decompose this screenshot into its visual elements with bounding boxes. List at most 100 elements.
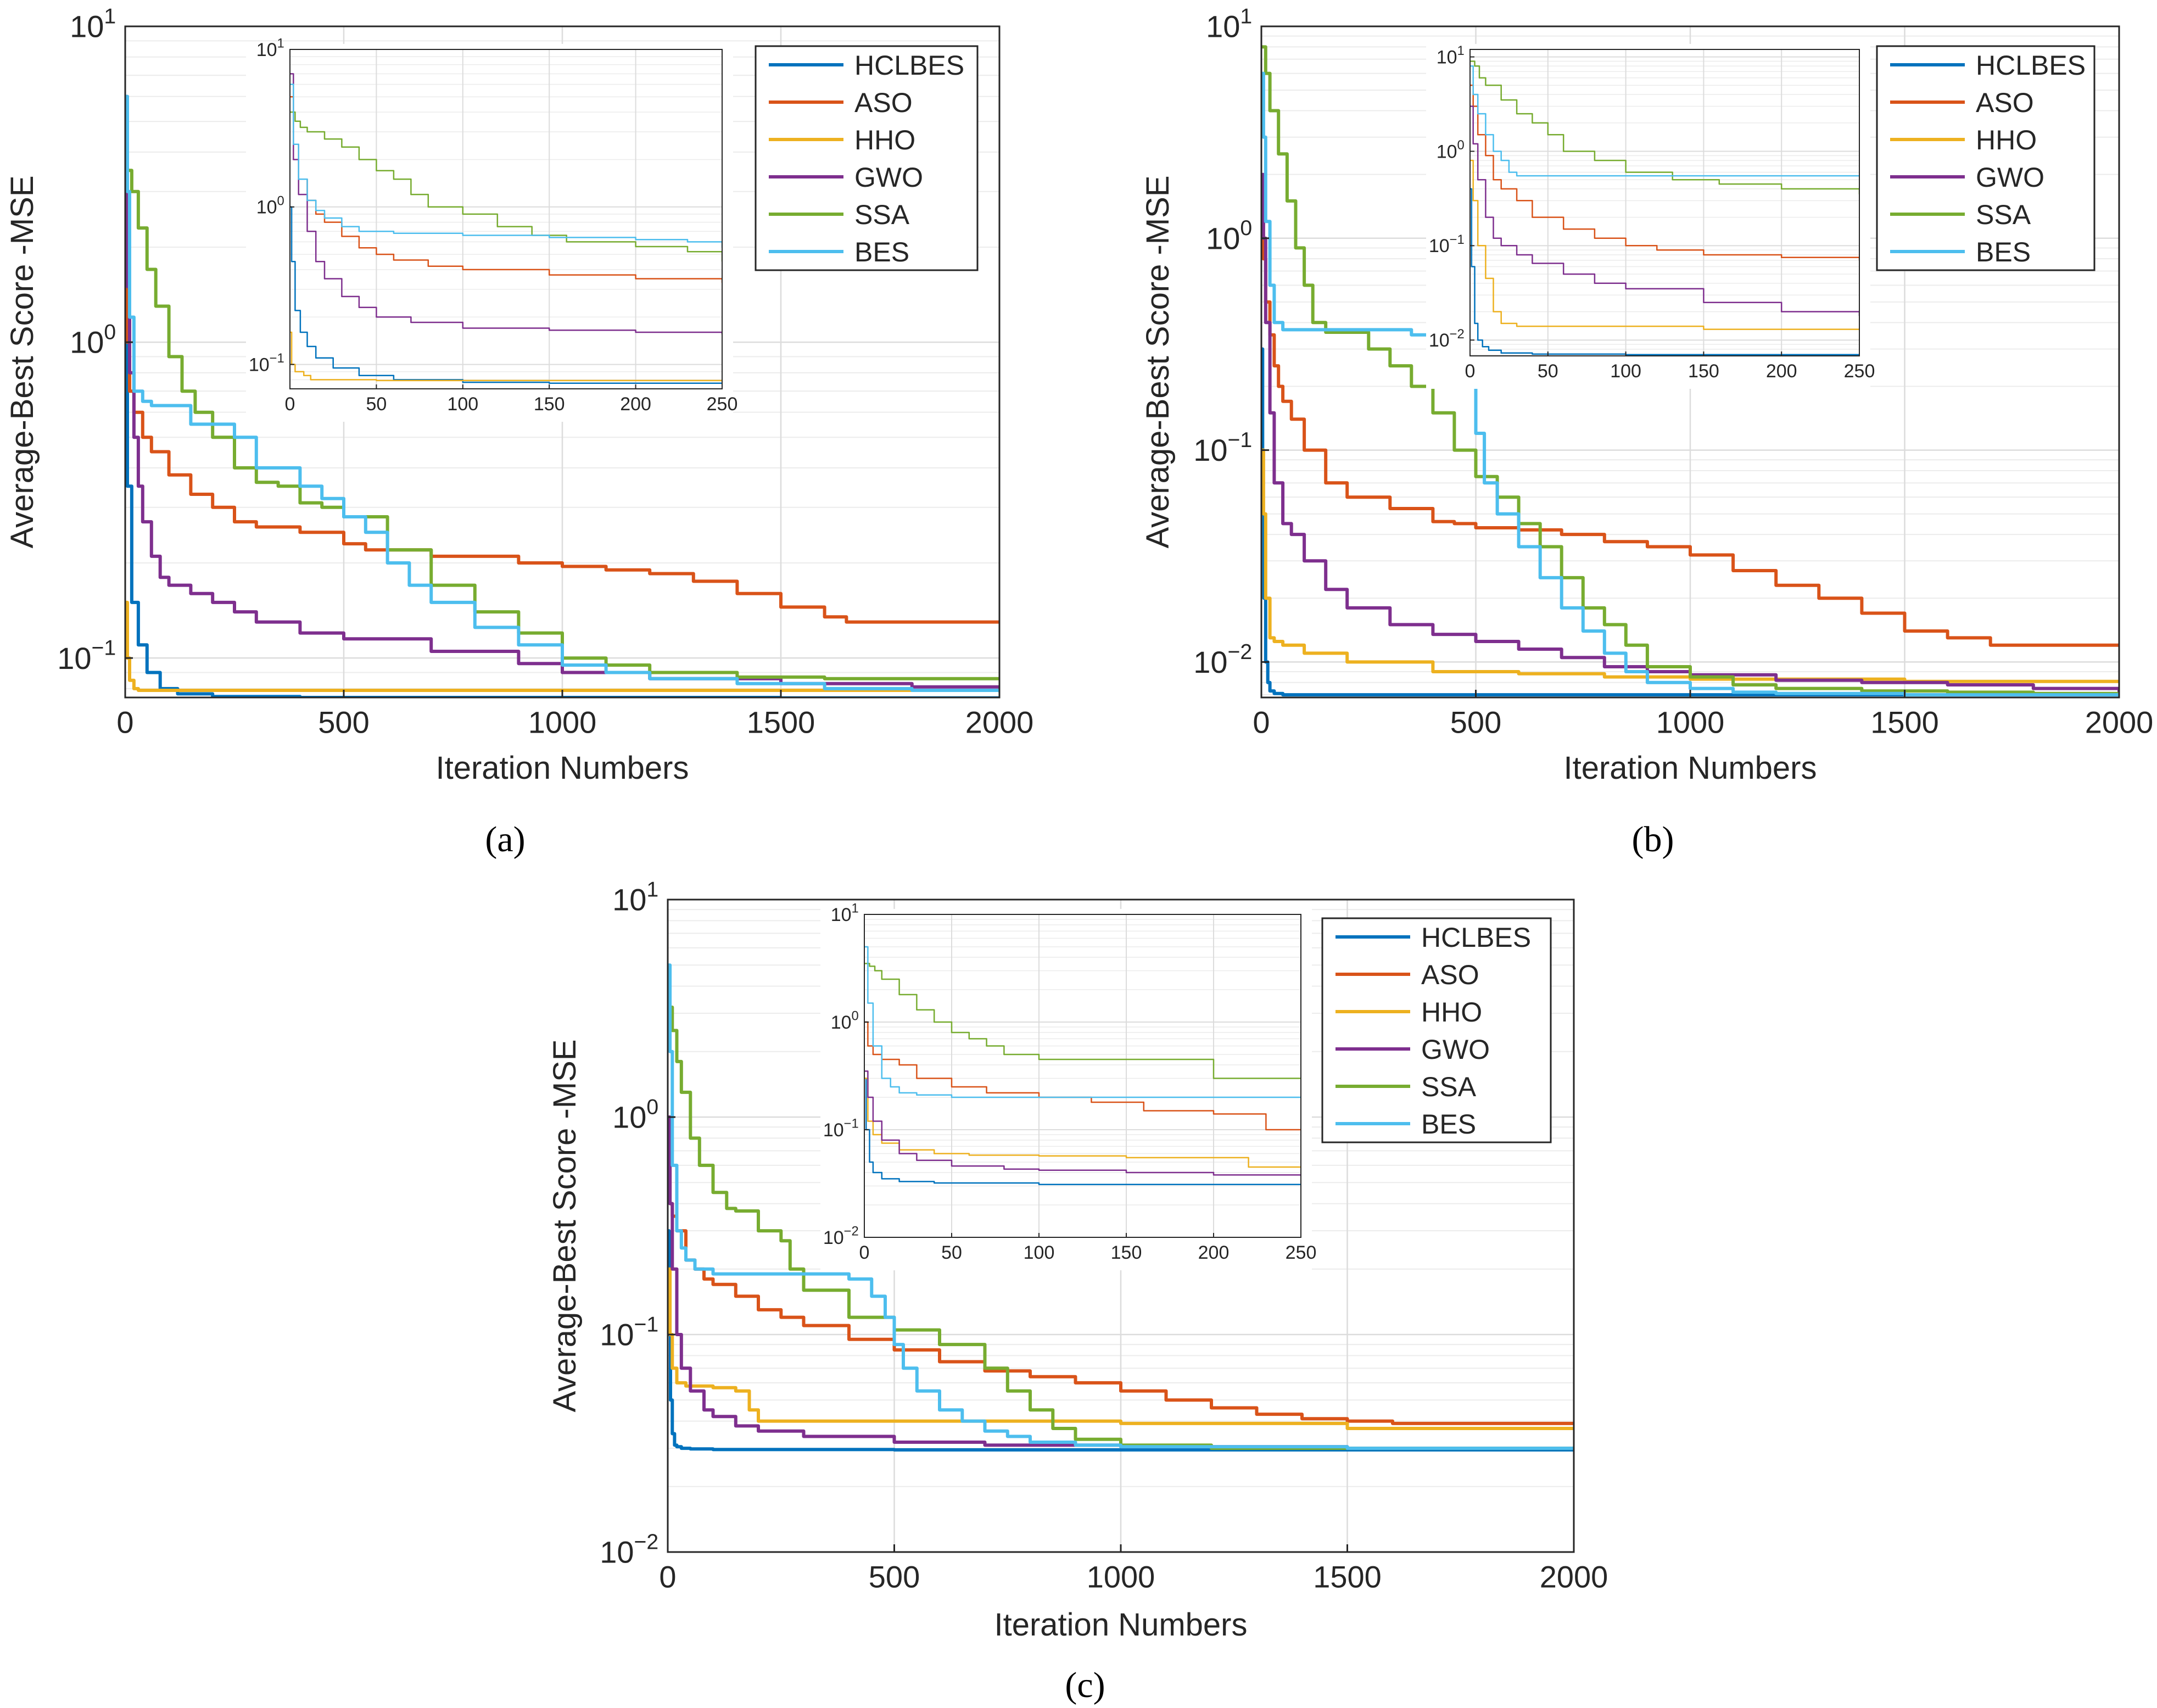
x-tick-label: 2000 bbox=[965, 705, 1034, 739]
series-line-ssa bbox=[668, 1006, 1574, 1450]
y-tick-exponent: 1 bbox=[277, 36, 284, 51]
legend-label-hho: HHO bbox=[1421, 997, 1482, 1028]
y-tick-exponent: −2 bbox=[1228, 640, 1253, 664]
legend-label-hclbes: HCLBES bbox=[1421, 922, 1531, 953]
y-tick-label: 10−1 bbox=[1429, 232, 1465, 256]
y-tick-exponent: 1 bbox=[1240, 4, 1252, 28]
y-tick-base: 10 bbox=[70, 9, 104, 44]
y-tick-base: 10 bbox=[249, 354, 270, 375]
x-tick-label: 0 bbox=[1253, 705, 1270, 739]
x-tick-label: 0 bbox=[1465, 361, 1476, 382]
x-tick-label: 250 bbox=[1844, 361, 1875, 382]
legend-box bbox=[1876, 45, 2095, 271]
x-tick-label: 1500 bbox=[747, 705, 815, 739]
y-tick-exponent: 0 bbox=[104, 320, 116, 344]
series-line-gwo bbox=[864, 1070, 1301, 1176]
series-line-gwo bbox=[668, 1115, 1574, 1450]
chart-panel-c: 0 500 1000 1500 200010−210−1100101Iteration … bbox=[547, 878, 1608, 1705]
y-tick-label: 101 bbox=[1206, 4, 1252, 43]
x-tick-label: 100 bbox=[1024, 1242, 1055, 1263]
y-tick-base: 10 bbox=[1206, 9, 1240, 44]
series-line-aso bbox=[1261, 236, 2119, 647]
y-tick-base: 10 bbox=[612, 883, 646, 917]
x-tick-label: 250 bbox=[1286, 1242, 1317, 1263]
x-tick-label: 150 bbox=[534, 394, 565, 415]
x-tick-label: 50 bbox=[366, 394, 387, 415]
x-tick-label: 200 bbox=[1198, 1242, 1230, 1263]
y-tick-exponent: −1 bbox=[270, 351, 284, 366]
inset-plot-area bbox=[290, 49, 722, 389]
y-tick-base: 10 bbox=[1206, 221, 1240, 255]
y-tick-exponent: −1 bbox=[1450, 232, 1465, 247]
y-tick-label: 10−1 bbox=[1193, 428, 1252, 467]
y-tick-label: 10−1 bbox=[249, 351, 284, 375]
x-tick-label: 1500 bbox=[1870, 705, 1939, 739]
legend-label-hclbes: HCLBES bbox=[854, 50, 964, 81]
series-line-ssa bbox=[864, 963, 1301, 1079]
y-tick-label: 100 bbox=[831, 1009, 859, 1033]
y-tick-exponent: −1 bbox=[844, 1117, 859, 1131]
legend-label-bes: BES bbox=[1421, 1109, 1476, 1140]
legend-label-hho: HHO bbox=[854, 125, 915, 155]
y-tick-exponent: 1 bbox=[1457, 43, 1465, 58]
y-tick-exponent: −1 bbox=[634, 1313, 659, 1336]
x-tick-label: 0 bbox=[859, 1242, 870, 1263]
x-tick-label: 0 bbox=[116, 705, 133, 739]
x-tick-label: 1000 bbox=[1656, 705, 1725, 739]
y-tick-base: 10 bbox=[600, 1318, 634, 1352]
series-line-aso bbox=[1470, 85, 1859, 260]
y-tick-exponent: 0 bbox=[1457, 138, 1465, 153]
y-tick-exponent: −2 bbox=[634, 1530, 659, 1554]
series-line-ssa bbox=[1261, 45, 2119, 695]
inset-plot-area bbox=[1470, 49, 1859, 356]
x-tick-label: 0 bbox=[285, 394, 295, 415]
y-tick-base: 10 bbox=[256, 197, 277, 218]
legend: HCLBES ASO HHO GWO SSA BES bbox=[1321, 917, 1552, 1143]
y-tick-exponent: 1 bbox=[646, 878, 658, 901]
series-line-bes bbox=[864, 946, 1301, 1098]
y-tick-base: 10 bbox=[256, 40, 277, 60]
x-tick-label: 200 bbox=[620, 394, 651, 415]
y-tick-exponent: 1 bbox=[104, 4, 116, 28]
x-tick-label: 50 bbox=[941, 1242, 962, 1263]
series-line-gwo bbox=[290, 73, 722, 334]
y-tick-label: 101 bbox=[612, 878, 658, 917]
x-tick-label: 100 bbox=[1610, 361, 1641, 382]
series-line-hclbes bbox=[290, 206, 722, 384]
series-line-hho bbox=[864, 1078, 1301, 1168]
legend-label-hho: HHO bbox=[1976, 125, 2037, 155]
y-tick-label: 100 bbox=[256, 193, 284, 217]
series-line-bes bbox=[290, 83, 722, 248]
series-line-bes bbox=[1470, 65, 1859, 177]
series-line-gwo bbox=[1470, 105, 1859, 316]
x-tick-label: 2000 bbox=[1540, 1559, 1608, 1594]
y-tick-label: 10−1 bbox=[823, 1117, 859, 1141]
series-line-hho bbox=[668, 1267, 1574, 1430]
y-tick-base: 10 bbox=[1429, 236, 1450, 256]
y-tick-label: 10−2 bbox=[823, 1224, 859, 1248]
series-line-aso bbox=[125, 245, 999, 624]
x-axis-label: Iteration Numbers bbox=[994, 1607, 1248, 1643]
y-tick-base: 10 bbox=[1193, 645, 1227, 679]
y-tick-label: 100 bbox=[70, 320, 116, 359]
y-tick-label: 101 bbox=[1437, 43, 1465, 68]
x-tick-label: 200 bbox=[1766, 361, 1797, 382]
series-line-hho bbox=[1470, 159, 1859, 330]
legend: HCLBES ASO HHO GWO SSA BES bbox=[1876, 45, 2095, 271]
panel-caption: (c) bbox=[1065, 1665, 1105, 1705]
series-line-hclbes bbox=[668, 1229, 1574, 1452]
x-tick-label: 1500 bbox=[1313, 1559, 1382, 1594]
x-tick-label: 0 bbox=[659, 1559, 676, 1594]
legend-label-aso: ASO bbox=[1421, 959, 1479, 990]
y-tick-base: 10 bbox=[831, 1012, 852, 1033]
x-axis-label: Iteration Numbers bbox=[1564, 750, 1817, 786]
series-line-gwo bbox=[1261, 172, 2119, 693]
series-line-bes bbox=[125, 94, 999, 693]
y-tick-exponent: 0 bbox=[646, 1095, 658, 1119]
legend-label-ssa: SSA bbox=[854, 199, 910, 230]
y-tick-exponent: −1 bbox=[1228, 428, 1253, 452]
panel-caption: (b) bbox=[1632, 819, 1674, 859]
